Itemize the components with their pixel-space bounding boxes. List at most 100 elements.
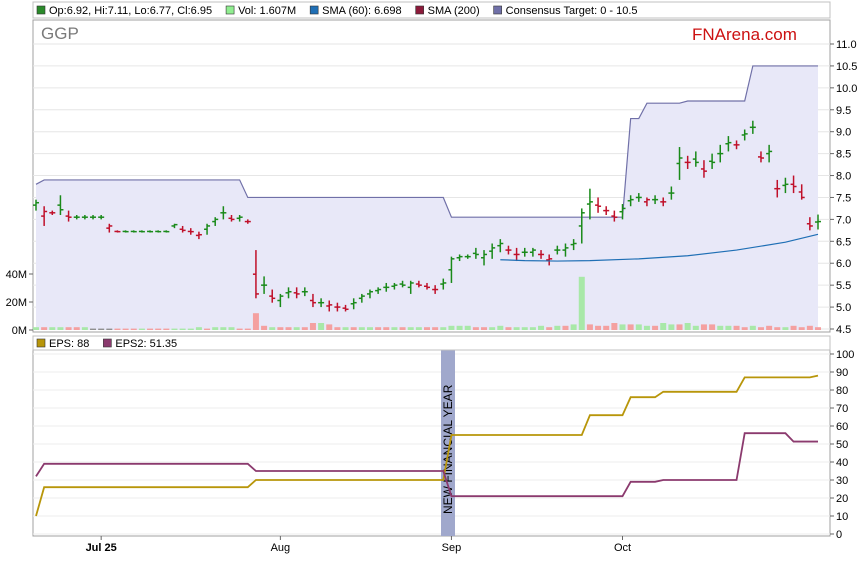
price-bar (513, 247, 520, 262)
price-bar (643, 197, 650, 207)
volume-bar (684, 323, 691, 330)
volume-bar (187, 328, 194, 330)
price-bar (171, 223, 178, 229)
volume-bar (806, 325, 813, 330)
volume-bar (57, 327, 64, 330)
price-bar (424, 282, 430, 290)
volume-bar (415, 327, 422, 330)
volume-bar (725, 325, 732, 330)
price-tick-label: 10.5 (836, 61, 857, 73)
price-tick-label: 8.5 (836, 149, 851, 161)
price-bar (90, 215, 97, 220)
volume-bar (709, 324, 716, 330)
price-bar (725, 136, 732, 152)
x-tick-label: Oct (614, 542, 631, 554)
volume-bar (130, 328, 137, 330)
volume-bar (652, 325, 659, 330)
volume-bar (407, 327, 414, 330)
price-bar (464, 254, 471, 259)
volume-bar (554, 325, 561, 330)
volume-bar (261, 325, 268, 330)
volume-bar (489, 327, 496, 330)
price-bar (749, 120, 756, 134)
ticker-title: GGP (41, 24, 79, 43)
eps-tick-label: 60 (836, 421, 848, 433)
price-bar (741, 129, 748, 141)
volume-bar (358, 327, 365, 330)
price-bar (790, 175, 797, 194)
eps-tick-label: 30 (836, 475, 848, 487)
price-bar (668, 186, 675, 200)
volume-bar (375, 327, 382, 330)
price-bar (627, 195, 634, 207)
volume-bar (635, 324, 642, 330)
price-bar (285, 287, 292, 299)
price-bar (309, 293, 316, 308)
price-bar (81, 215, 88, 220)
price-bar (415, 280, 422, 288)
price-bar (228, 215, 235, 222)
price-bar (57, 195, 64, 215)
volume-bar (138, 328, 145, 330)
volume-bar (627, 324, 634, 330)
price-bar (595, 197, 602, 213)
volume-bar (334, 327, 341, 330)
price-bar (652, 195, 659, 205)
price-bar (73, 215, 80, 220)
volume-bar (472, 327, 479, 330)
price-bar (432, 285, 439, 294)
volume-bar (464, 325, 471, 330)
volume-bar (643, 325, 650, 330)
volume-bar (220, 327, 227, 330)
eps-tick-label: 100 (836, 349, 854, 361)
price-bar (33, 199, 39, 211)
price-bar (448, 256, 455, 283)
price-bar (538, 250, 545, 259)
price-bar (98, 215, 105, 220)
legend-label: Consensus Target: 0 - 10.5 (506, 5, 638, 17)
price-bar (342, 304, 349, 312)
volume-bar (285, 327, 292, 330)
volume-bar (513, 327, 520, 330)
price-bar (692, 151, 699, 167)
price-bar (766, 144, 773, 163)
price-bar (456, 254, 463, 262)
volume-bar (774, 327, 781, 330)
price-bar (554, 245, 561, 255)
price-bar (326, 300, 333, 312)
x-tick-label: Jul 25 (86, 542, 117, 554)
volume-tick-label: 0M (12, 325, 27, 337)
price-bar (350, 298, 357, 310)
price-bar (635, 193, 642, 202)
price-bar (106, 223, 113, 233)
legend-top: Op:6.92, Hi:7.11, Lo:6.77, Cl:6.95 Vol: 1… (36, 5, 638, 17)
volume-axis: 0M 20M 40M (6, 269, 33, 337)
volume-bar (106, 328, 113, 330)
price-bar (261, 276, 268, 294)
price-bar (782, 177, 789, 194)
volume-bar (766, 325, 773, 330)
volume-bar (603, 325, 610, 330)
volume-bar (798, 327, 805, 330)
price-bar (252, 250, 259, 299)
price-bar (204, 223, 211, 235)
price-bar (815, 214, 821, 230)
price-tick-label: 5.5 (836, 280, 851, 292)
volume-bar (611, 323, 618, 330)
volume-bar (309, 323, 316, 330)
price-tick-label: 11.0 (836, 39, 857, 51)
legend-label: Op:6.92, Hi:7.11, Lo:6.77, Cl:6.95 (49, 5, 212, 17)
price-tick-label: 9.0 (836, 127, 851, 139)
volume-bar (692, 325, 699, 330)
legend-bottom: EPS: 88 EPS2: 51.35 (36, 338, 177, 350)
volume-bar (676, 324, 683, 330)
volume-bar (668, 324, 675, 330)
price-bar (529, 247, 536, 257)
price-bar (179, 225, 186, 233)
legend-swatch (415, 5, 424, 15)
eps-tick-label: 70 (836, 403, 848, 415)
legend-label: Vol: 1.607M (238, 5, 296, 17)
legend-swatch (225, 5, 235, 15)
volume-tick-label: 40M (6, 269, 27, 281)
price-bar (318, 298, 325, 308)
